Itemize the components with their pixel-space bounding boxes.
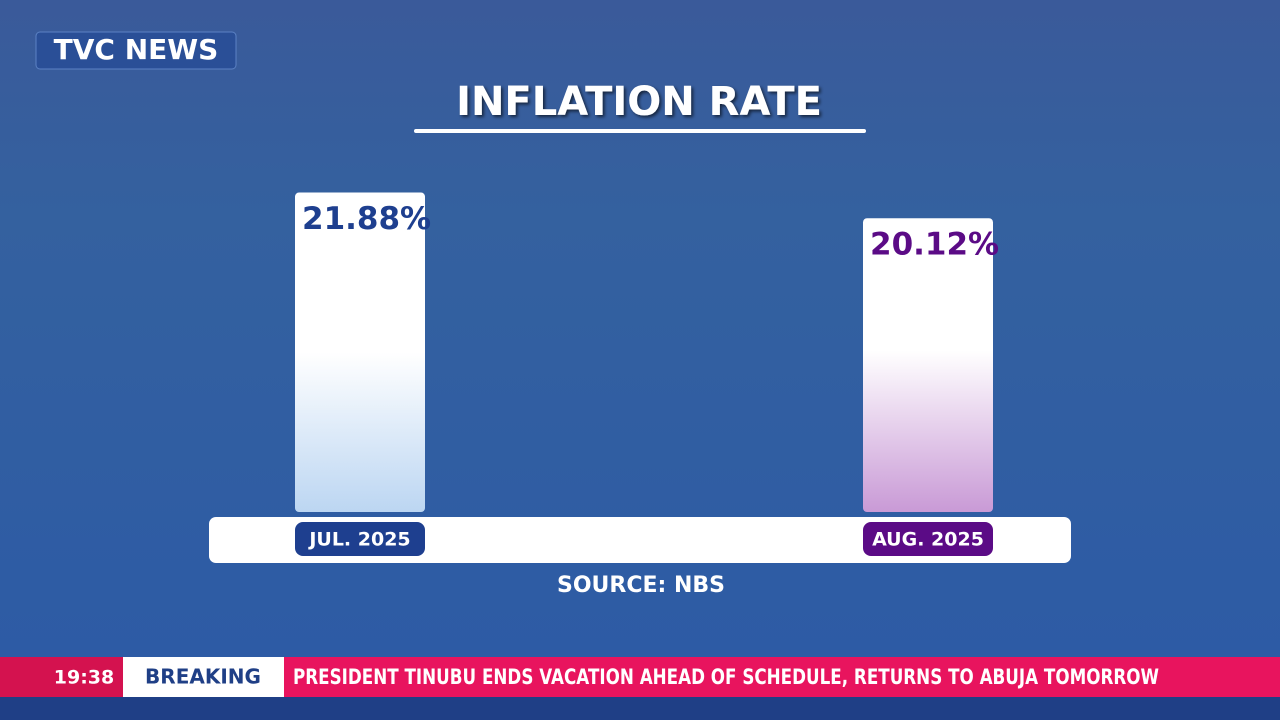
bar bbox=[863, 218, 993, 513]
title-underline bbox=[414, 129, 866, 133]
source: SOURCE: NBS bbox=[557, 573, 725, 598]
category-pill bbox=[295, 522, 425, 556]
chart-title: INFLATION RATE bbox=[456, 79, 822, 125]
ticker-label: BREAKING bbox=[145, 665, 261, 689]
value-label: 21.88% bbox=[302, 201, 431, 237]
x-tick-label: AUG. 2025 bbox=[872, 529, 984, 551]
value-label: 20.12% bbox=[870, 227, 999, 263]
footer-band bbox=[0, 697, 1280, 720]
logo: TVC NEWS bbox=[54, 33, 219, 66]
bar bbox=[295, 192, 425, 512]
ticker-time: 19:38 bbox=[54, 667, 114, 689]
logo-box bbox=[35, 31, 237, 70]
chart: 21.88% JUL. 2025 20.12% AUG. 2025 bbox=[295, 192, 999, 556]
time-box bbox=[0, 657, 123, 697]
headline-box bbox=[284, 657, 1280, 697]
ticker-headline: PRESIDENT TINUBU ENDS VACATION AHEAD OF … bbox=[293, 665, 1159, 689]
breaking-box bbox=[123, 657, 284, 697]
x-tick-label: JUL. 2025 bbox=[307, 529, 410, 551]
category-pill bbox=[863, 522, 993, 556]
